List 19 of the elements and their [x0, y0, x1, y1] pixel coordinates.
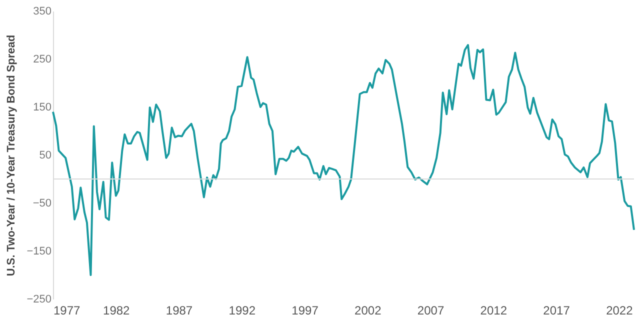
- x-tick-label: 1992: [228, 304, 256, 318]
- y-axis-title: U.S. Two-Year / 10-Year Treasury Bond Spread: [6, 34, 18, 276]
- y-tick-label: 350: [33, 6, 52, 18]
- y-tick-label: −250: [26, 294, 52, 306]
- x-tick-label: 1987: [166, 304, 193, 318]
- line-series: [52, 44, 635, 276]
- x-tick-label: 2017: [543, 304, 570, 318]
- y-tick-label: 50: [39, 150, 52, 162]
- y-tick-label: 250: [33, 54, 52, 66]
- x-tick-label: 1977: [54, 304, 81, 318]
- x-tick-label: 2007: [417, 304, 444, 318]
- x-tick-label: 1997: [292, 304, 319, 318]
- x-tick-label: 2002: [354, 304, 382, 318]
- y-tick-label: −150: [26, 246, 52, 258]
- x-tick-label: 1982: [103, 304, 130, 318]
- y-tick-label: −50: [32, 198, 52, 210]
- y-tick-label: 150: [33, 102, 52, 114]
- x-tick-label: 2022: [606, 304, 634, 318]
- x-tick-label: 2012: [480, 304, 508, 318]
